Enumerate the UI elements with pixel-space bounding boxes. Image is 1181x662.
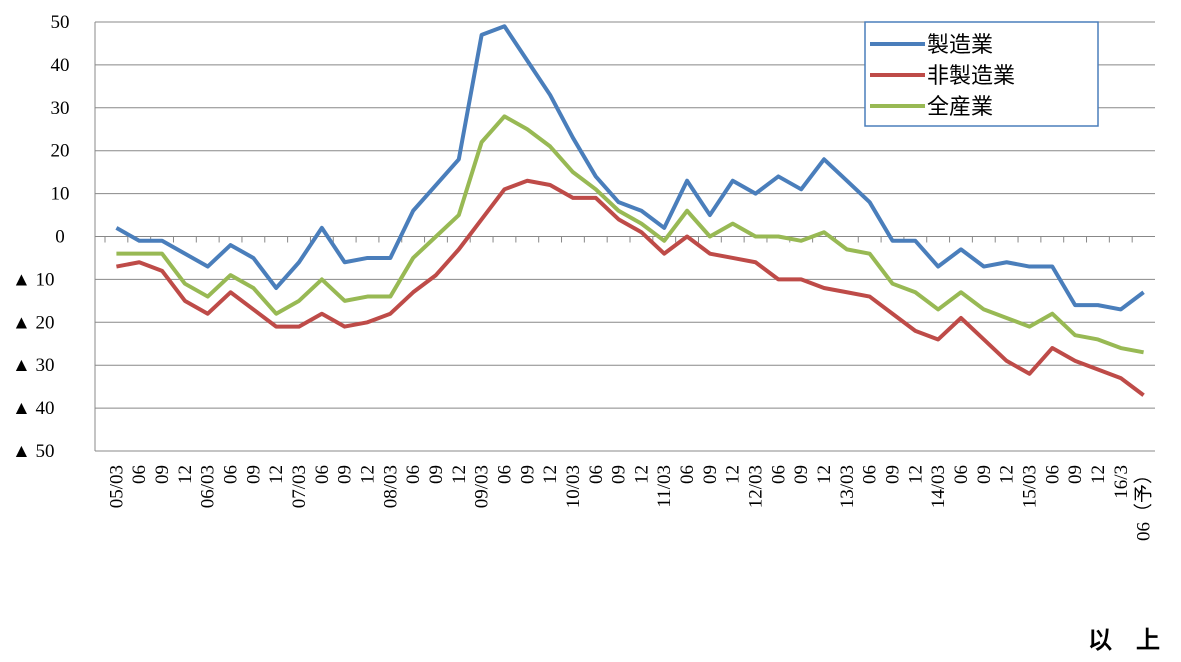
x-tick-label: 06（予） bbox=[1133, 465, 1155, 541]
x-tick-label: 09 bbox=[243, 465, 264, 484]
x-tick-label: 12 bbox=[997, 465, 1018, 484]
x-tick-label: 08/03 bbox=[380, 465, 401, 508]
x-tick-label: 12/03 bbox=[746, 465, 767, 508]
x-tick-label: 06 bbox=[494, 465, 515, 484]
y-tick-label: ▲ 50 bbox=[12, 441, 55, 462]
x-tick-label: 06 bbox=[586, 465, 607, 484]
x-tick-label: 14/03 bbox=[928, 465, 949, 508]
x-tick-label: 09 bbox=[426, 465, 447, 484]
x-tick-label: 06 bbox=[403, 465, 424, 484]
x-tick-label: 06 bbox=[677, 465, 698, 484]
x-tick-label: 12 bbox=[540, 465, 561, 484]
y-tick-label: 10 bbox=[51, 184, 70, 205]
x-tick-label: 12 bbox=[1088, 465, 1109, 484]
x-tick-label: 06 bbox=[312, 465, 333, 484]
x-tick-label: 05/03 bbox=[106, 465, 127, 508]
x-tick-label: 10/03 bbox=[563, 465, 584, 508]
x-tick-label: 09 bbox=[1065, 465, 1086, 484]
y-tick-label: 40 bbox=[51, 55, 70, 76]
y-tick-label: 30 bbox=[51, 98, 70, 119]
y-tick-label: ▲ 10 bbox=[12, 269, 55, 290]
x-tick-label: 12 bbox=[814, 465, 835, 484]
y-tick-label: 20 bbox=[51, 141, 70, 162]
x-tick-label: 12 bbox=[723, 465, 744, 484]
x-tick-label: 07/03 bbox=[289, 465, 310, 508]
y-tick-label: ▲ 40 bbox=[12, 398, 55, 419]
x-tick-label: 09 bbox=[974, 465, 995, 484]
x-tick-label: 06 bbox=[1042, 465, 1063, 484]
y-tick-label: 0 bbox=[55, 227, 65, 248]
x-tick-label: 11/03 bbox=[654, 465, 675, 508]
y-tick-label: ▲ 30 bbox=[12, 355, 55, 376]
x-tick-label: 09 bbox=[152, 465, 173, 484]
x-tick-label: 06 bbox=[951, 465, 972, 484]
legend-label: 製造業 bbox=[927, 32, 993, 57]
x-tick-label: 06 bbox=[860, 465, 881, 484]
x-tick-label: 06 bbox=[221, 465, 242, 484]
x-tick-label: 13/03 bbox=[837, 465, 858, 508]
footer: 以 上 bbox=[1088, 627, 1160, 654]
x-tick-label: 09 bbox=[791, 465, 812, 484]
x-tick-label: 06/03 bbox=[198, 465, 219, 508]
x-tick-label: 09 bbox=[883, 465, 904, 484]
line-series bbox=[116, 114, 1144, 355]
line-series bbox=[115, 24, 1145, 312]
legend-label: 非製造業 bbox=[927, 63, 1015, 88]
x-tick-label: 09 bbox=[609, 465, 630, 484]
y-tick-label: 50 bbox=[51, 12, 70, 33]
x-tick-label: 09/03 bbox=[472, 465, 493, 508]
x-tick-label: 15/03 bbox=[1019, 465, 1040, 508]
x-tick-label: 09 bbox=[517, 465, 538, 484]
line-series bbox=[116, 178, 1145, 397]
x-tick-label: 09 bbox=[335, 465, 356, 484]
y-tick-label: ▲ 20 bbox=[12, 312, 55, 333]
x-tick-label: 12 bbox=[266, 465, 287, 484]
x-tick-label: 06 bbox=[768, 465, 789, 484]
x-tick-label: 12 bbox=[905, 465, 926, 484]
x-tick-label: 12 bbox=[449, 465, 470, 484]
x-tick-label: 09 bbox=[700, 465, 721, 484]
x-tick-label: 12 bbox=[631, 465, 652, 484]
legend-label: 全産業 bbox=[927, 94, 993, 119]
x-tick-label: 06 bbox=[129, 465, 150, 484]
x-tick-label: 12 bbox=[358, 465, 379, 484]
x-tick-label: 12 bbox=[175, 465, 196, 484]
x-tick-label: 16/3 bbox=[1111, 465, 1132, 499]
